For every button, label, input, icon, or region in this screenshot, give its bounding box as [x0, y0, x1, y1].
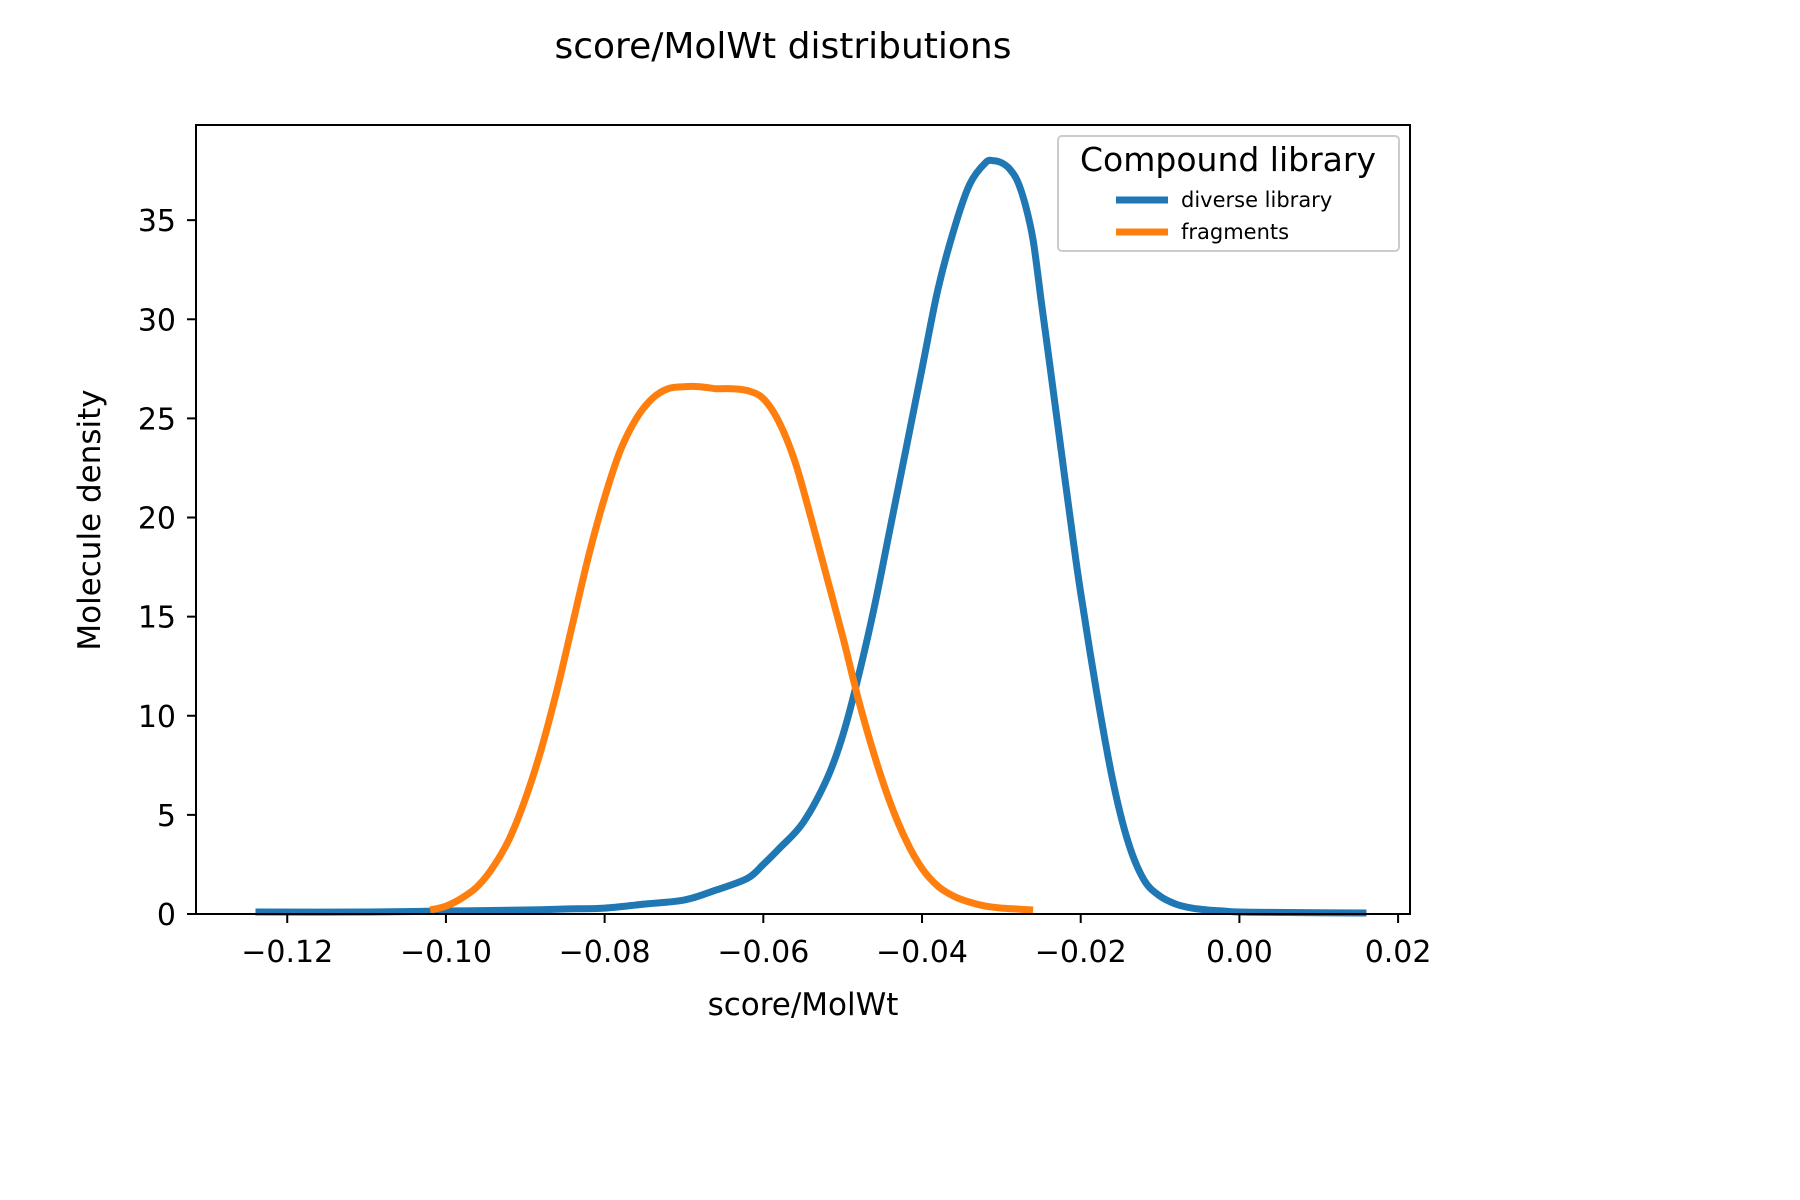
legend-entries: diverse library fragments [1116, 188, 1332, 244]
y-axis-ticks: 0 5 10 15 20 25 30 35 [138, 204, 196, 933]
y-tick-label: 5 [157, 799, 176, 834]
legend-label: fragments [1181, 220, 1289, 244]
y-tick-label: 20 [138, 502, 176, 537]
x-tick-label: −0.02 [1035, 935, 1127, 970]
x-tick-label: −0.08 [559, 935, 651, 970]
series-line-diverse-library [255, 156, 1367, 917]
series-line-fragments [429, 382, 1034, 914]
x-axis-ticks: −0.12 −0.10 −0.08 −0.06 −0.04 −0.02 0.00 0.02 [241, 914, 1431, 970]
x-tick-label: −0.04 [876, 935, 968, 970]
x-tick-label: −0.12 [241, 935, 333, 970]
x-tick-label: −0.10 [400, 935, 492, 970]
y-tick-label: 25 [138, 402, 176, 437]
legend: Compound library diverse library fragment… [1057, 135, 1400, 252]
y-tick-label: 15 [138, 601, 176, 636]
y-tick-label: 10 [138, 700, 176, 735]
x-tick-label: −0.06 [717, 935, 809, 970]
y-axis-label: Molecule density [72, 389, 108, 650]
x-axis-label: score/MolWt [708, 987, 899, 1023]
series-layer [255, 156, 1367, 917]
chart-title: score/MolWt distributions [554, 26, 1011, 67]
plot-frame [195, 124, 1411, 915]
y-tick-label: 30 [138, 303, 176, 338]
y-tick-label: 0 [157, 898, 176, 933]
legend-label: diverse library [1181, 188, 1332, 212]
legend-box [1057, 135, 1400, 252]
x-tick-label: 0.02 [1365, 935, 1432, 970]
plot-area [195, 124, 1411, 917]
x-tick-label: 0.00 [1206, 935, 1273, 970]
y-tick-label: 35 [138, 204, 176, 239]
legend-title: Compound library [1080, 140, 1376, 179]
